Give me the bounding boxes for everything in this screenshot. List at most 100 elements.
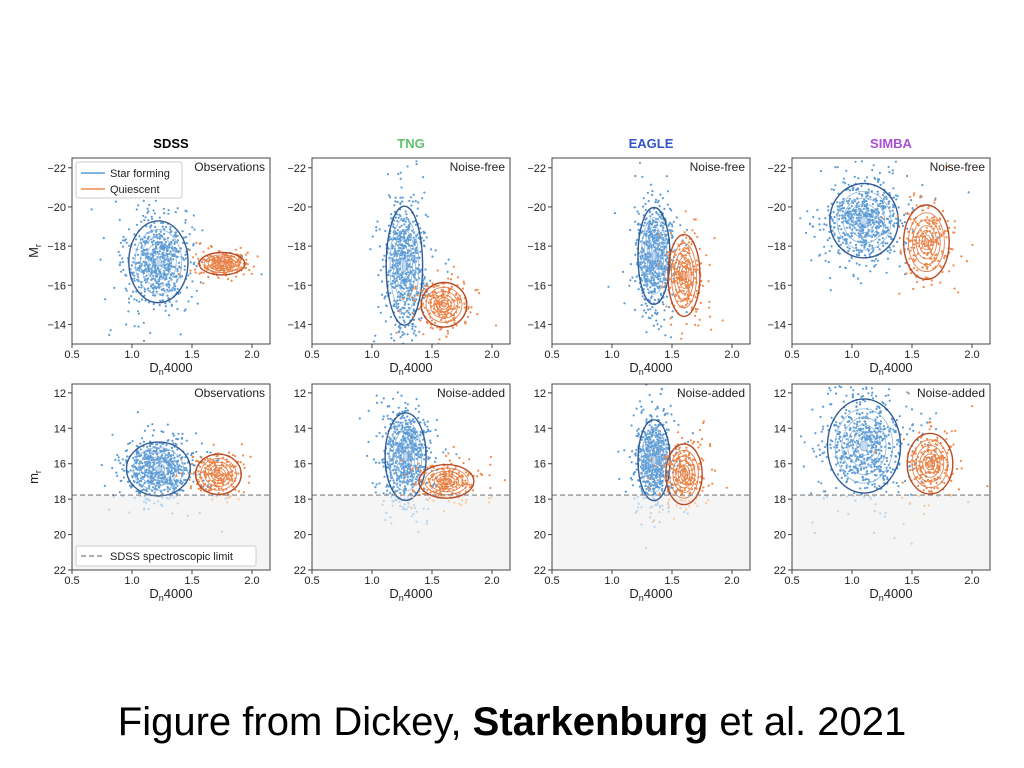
data-point xyxy=(422,289,425,292)
data-point xyxy=(401,331,404,334)
data-point xyxy=(847,207,850,210)
data-point xyxy=(478,292,481,295)
data-point xyxy=(633,308,637,311)
data-point xyxy=(117,250,120,253)
y-tick-label: 22 xyxy=(54,565,66,577)
data-point xyxy=(198,480,201,483)
data-point xyxy=(245,258,248,261)
data-point xyxy=(207,275,210,278)
contour-level xyxy=(681,270,687,281)
data-point xyxy=(123,469,126,472)
data-point xyxy=(863,244,867,247)
data-point xyxy=(899,219,902,222)
data-point xyxy=(641,175,644,178)
data-point xyxy=(463,282,466,285)
data-point xyxy=(426,520,429,523)
data-point xyxy=(409,286,412,289)
data-point xyxy=(889,235,892,239)
data-point xyxy=(408,471,411,474)
data-point xyxy=(444,312,447,315)
data-point xyxy=(697,324,700,327)
data-point xyxy=(400,394,403,397)
data-point xyxy=(179,479,182,482)
data-point xyxy=(647,199,650,203)
data-point xyxy=(960,255,963,258)
data-point xyxy=(629,279,632,282)
data-point xyxy=(849,218,853,221)
data-point xyxy=(406,252,409,255)
data-point xyxy=(404,401,407,404)
data-point xyxy=(183,265,186,268)
data-point xyxy=(892,187,895,190)
data-point xyxy=(133,325,136,328)
data-point xyxy=(845,169,848,172)
data-point xyxy=(393,437,396,440)
data-point xyxy=(118,218,121,221)
data-point xyxy=(663,318,666,321)
data-point xyxy=(400,476,403,479)
data-point xyxy=(399,284,402,287)
data-point xyxy=(664,334,667,337)
data-point xyxy=(707,280,710,283)
data-point xyxy=(967,191,970,194)
x-tick-label: 2.0 xyxy=(484,349,499,361)
data-point xyxy=(660,286,664,289)
data-point xyxy=(681,305,684,308)
data-point xyxy=(696,264,699,267)
data-point xyxy=(245,253,248,256)
data-point xyxy=(855,213,858,216)
data-point xyxy=(169,466,172,469)
data-point xyxy=(210,485,213,488)
data-point xyxy=(863,198,866,201)
data-point xyxy=(217,487,221,490)
plot-area xyxy=(100,411,252,533)
data-point xyxy=(191,459,194,462)
data-point xyxy=(212,459,215,462)
data-point xyxy=(381,418,384,421)
data-point xyxy=(191,462,194,465)
data-point xyxy=(659,224,662,227)
data-point xyxy=(686,302,689,305)
data-point xyxy=(613,212,617,215)
data-point xyxy=(881,200,884,203)
data-point xyxy=(143,236,147,239)
data-point xyxy=(372,458,375,461)
data-point xyxy=(395,331,398,334)
contour-level xyxy=(134,229,183,295)
data-point xyxy=(909,199,913,202)
data-point xyxy=(204,474,208,477)
data-point xyxy=(838,201,842,204)
data-point xyxy=(684,283,687,287)
data-point xyxy=(400,293,403,296)
y-tick-label: −22 xyxy=(527,163,546,175)
data-point xyxy=(409,420,412,423)
data-point xyxy=(426,322,429,325)
data-point xyxy=(140,220,143,223)
data-point xyxy=(665,295,669,298)
data-point xyxy=(176,267,179,271)
data-point xyxy=(146,207,149,210)
data-point xyxy=(431,293,434,296)
data-point xyxy=(125,241,128,244)
data-point xyxy=(150,256,153,259)
data-point xyxy=(447,292,450,295)
data-point xyxy=(652,279,656,282)
data-point xyxy=(126,480,130,483)
data-point xyxy=(444,262,447,265)
data-point xyxy=(890,237,893,241)
data-point xyxy=(694,307,698,311)
data-point xyxy=(156,237,159,240)
x-tick-label: 1.0 xyxy=(844,349,859,361)
data-point xyxy=(199,242,202,245)
data-point xyxy=(847,250,850,253)
data-point xyxy=(429,279,432,282)
plot-area xyxy=(607,161,724,340)
data-point xyxy=(643,284,646,287)
data-point xyxy=(671,293,674,296)
data-point xyxy=(397,291,400,294)
plot-area xyxy=(358,390,506,533)
data-point xyxy=(237,498,240,501)
data-point xyxy=(395,232,399,235)
data-point xyxy=(933,256,936,259)
panel-annotation: Noise-free xyxy=(450,160,506,174)
